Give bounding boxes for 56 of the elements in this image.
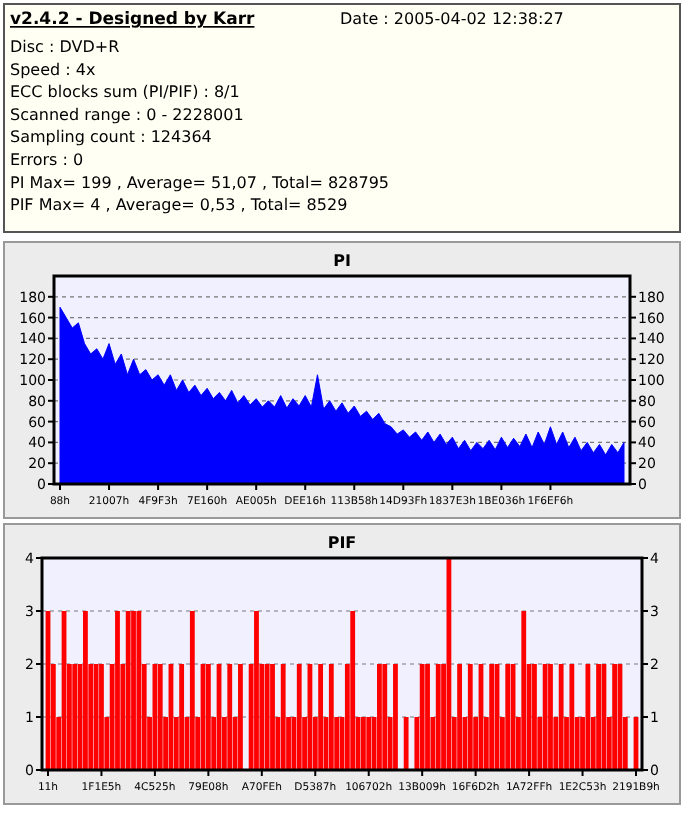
- bar: [136, 611, 142, 770]
- bar: [131, 611, 136, 770]
- text: Speed : 4x: [10, 60, 96, 79]
- text: Sampling count : 124364: [10, 128, 212, 147]
- bar: [280, 664, 286, 770]
- bar: [189, 611, 195, 770]
- bar: [125, 611, 131, 770]
- bar: [542, 664, 548, 770]
- bar: [227, 664, 233, 770]
- bar: [360, 717, 366, 770]
- text: Errors : 0: [10, 151, 84, 169]
- chart-title: PIF: [327, 534, 357, 552]
- bar: [83, 611, 88, 770]
- bar: [254, 611, 259, 770]
- text: Disc : DVD+R: [10, 38, 121, 56]
- bar: [328, 664, 334, 770]
- bar: [270, 664, 275, 770]
- bar: [585, 664, 591, 770]
- bar: [382, 664, 388, 770]
- bar: [435, 664, 441, 770]
- bar: [318, 664, 324, 770]
- bar: [238, 664, 243, 770]
- bar: [457, 664, 462, 770]
- bar: [72, 664, 78, 770]
- bar: [296, 664, 302, 770]
- bar: [612, 664, 618, 770]
- text: PI Max= 199 , Average= 51,07 , Total= 828795: [10, 173, 390, 192]
- bar: [596, 664, 601, 770]
- bar: [93, 664, 99, 770]
- bar: [467, 664, 473, 770]
- bar: [115, 611, 120, 770]
- text: ECC blocks sum (PI/PIF) : 8/1: [10, 83, 240, 102]
- bar: [425, 664, 430, 770]
- bar: [264, 664, 270, 770]
- bar: [179, 664, 185, 770]
- bar: [521, 611, 527, 770]
- text: PIF Max= 4 , Average= 0,53 , Total= 8529: [10, 196, 348, 215]
- bar: [403, 717, 409, 770]
- text: Scanned range : 0 - 2228001: [10, 105, 244, 124]
- text: Date : 2005-04-02 12:38:27: [340, 10, 564, 28]
- text: v2.4.2 - Designed by Karr: [10, 10, 257, 30]
- bar: [205, 664, 211, 770]
- bar: [350, 611, 356, 770]
- bar: [532, 664, 537, 770]
- bar: [419, 664, 425, 770]
- bar: [157, 664, 163, 770]
- bar: [558, 664, 564, 770]
- chart-title: PI: [333, 252, 351, 270]
- bar: [99, 664, 104, 770]
- bar: [505, 664, 511, 770]
- bar: [569, 664, 575, 770]
- bar: [377, 664, 382, 770]
- bar: [489, 664, 495, 770]
- bar: [548, 664, 553, 770]
- bar: [393, 664, 398, 770]
- bar: [366, 717, 372, 770]
